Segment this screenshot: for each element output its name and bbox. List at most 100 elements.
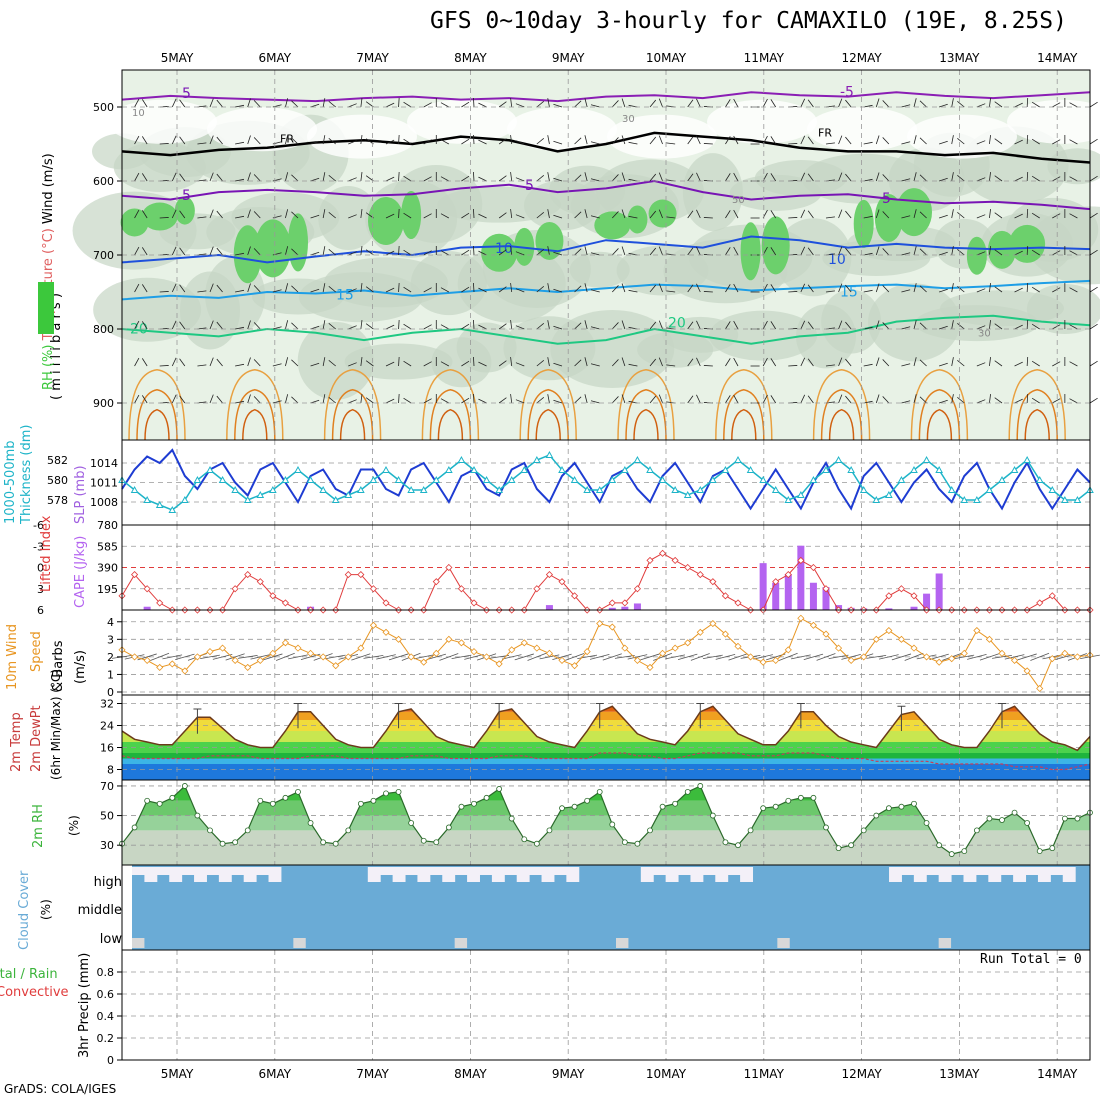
wind-barb — [825, 290, 835, 293]
wind-barb — [649, 99, 657, 108]
precip-axis-label: 3hr Precip (mm) — [77, 953, 92, 1058]
wind-speed-point — [721, 630, 729, 638]
wind-barb — [666, 290, 676, 293]
lifted-index-point — [131, 571, 139, 579]
wind-barb — [510, 394, 513, 404]
thickness-point — [419, 485, 428, 493]
rh-high-region — [761, 216, 790, 275]
thickness-point — [872, 495, 881, 503]
lifted-tick-label: 6 — [37, 604, 44, 617]
wind-barb — [875, 209, 880, 219]
rh-point — [156, 800, 163, 807]
wind-barb — [770, 173, 777, 182]
lifted-index-point — [671, 556, 679, 564]
wind-barb — [770, 321, 777, 330]
wind-barb — [590, 178, 600, 182]
wind-barb — [310, 214, 320, 219]
lifted-index-point — [269, 592, 277, 600]
wind-barb — [385, 139, 395, 145]
precip-tick-label: 0.8 — [97, 966, 115, 979]
precip-tick-label: 0.2 — [97, 1032, 115, 1045]
wind-barb — [939, 325, 948, 330]
rh-point — [1074, 815, 1081, 822]
wind-barb-10m — [501, 654, 522, 660]
thickness-point — [432, 475, 441, 483]
rh-legend-swatch — [38, 282, 54, 334]
wind-barb — [536, 359, 545, 367]
thickness-point — [545, 450, 554, 458]
contour-label: 5 — [182, 86, 191, 102]
wind-barb — [733, 172, 739, 182]
wind-speed-point — [193, 653, 201, 661]
rh-point — [144, 797, 151, 804]
wind-barb — [1014, 250, 1023, 256]
wind-speed-point — [558, 656, 566, 664]
wind-barb — [461, 286, 470, 293]
wind-barb — [658, 209, 663, 219]
rh-point — [1061, 815, 1068, 822]
cape-bar — [772, 582, 780, 610]
wind-barb — [901, 363, 911, 367]
wind-barb — [1031, 101, 1040, 108]
wind-barb — [285, 209, 289, 219]
thickness-point — [507, 475, 516, 483]
wind-barb — [628, 289, 638, 293]
wind-barb-10m — [376, 654, 396, 660]
thickness-point — [231, 485, 239, 493]
lifted-index-point — [621, 599, 629, 607]
wind-speed-point — [885, 626, 893, 635]
rh-point — [244, 827, 251, 834]
wind-barb — [179, 247, 186, 256]
wind-speed-point — [633, 656, 641, 664]
rh-point — [911, 800, 917, 807]
wind-barb — [574, 211, 582, 219]
isotherm-freezing — [121, 131, 1091, 164]
lifted-index-point — [772, 578, 780, 586]
wind-barb — [1089, 249, 1098, 256]
wind-barb — [216, 247, 223, 256]
rh-point — [420, 837, 427, 844]
wind-barb — [770, 395, 777, 404]
lifted-index-point — [558, 578, 566, 586]
cloud-high-gap — [1013, 867, 1027, 882]
wind-barb — [882, 359, 890, 367]
wind-tick-label: 3 — [107, 633, 114, 646]
cloud-high-gap — [429, 867, 443, 875]
temp-tick-label: 24 — [100, 720, 114, 733]
isotherm-25 — [1024, 408, 1050, 441]
rh-high-region — [288, 213, 308, 272]
rh-tick-label: 50 — [100, 810, 114, 823]
rh-point — [1011, 809, 1018, 816]
wind-axis-label: Speed — [29, 631, 44, 672]
wind-barb — [1089, 323, 1098, 330]
wind-barb — [134, 135, 140, 145]
isotherm-25 — [617, 368, 675, 441]
wind-barb — [666, 216, 676, 219]
wind-barb — [473, 97, 475, 108]
wind-barb — [994, 286, 1003, 293]
rh-high-region — [740, 222, 761, 281]
rh-point — [885, 805, 892, 812]
wind-barb — [536, 285, 545, 293]
wind-barb — [141, 247, 148, 256]
wind-barb-10m — [828, 654, 849, 660]
rh-contour-region — [1026, 284, 1100, 335]
wind-barb — [687, 284, 694, 293]
wind-barb — [863, 363, 873, 367]
wind-barb-10m — [464, 654, 484, 660]
isotherm-25 — [828, 408, 855, 441]
wind-barb — [440, 398, 450, 404]
wind-barb — [423, 176, 432, 182]
rh-point — [797, 794, 804, 801]
wind-barb — [403, 397, 412, 404]
wind-barb — [574, 100, 582, 108]
rh-point — [257, 797, 264, 804]
wind-barb — [1052, 324, 1061, 330]
rh-high-region — [401, 191, 422, 240]
isotherm-25 — [918, 388, 961, 441]
wind-barb — [590, 252, 600, 256]
cape-tick-label: 780 — [97, 519, 118, 532]
wind-barb — [310, 103, 320, 108]
wind-barb — [159, 291, 169, 293]
wind-speed-point — [168, 660, 176, 668]
